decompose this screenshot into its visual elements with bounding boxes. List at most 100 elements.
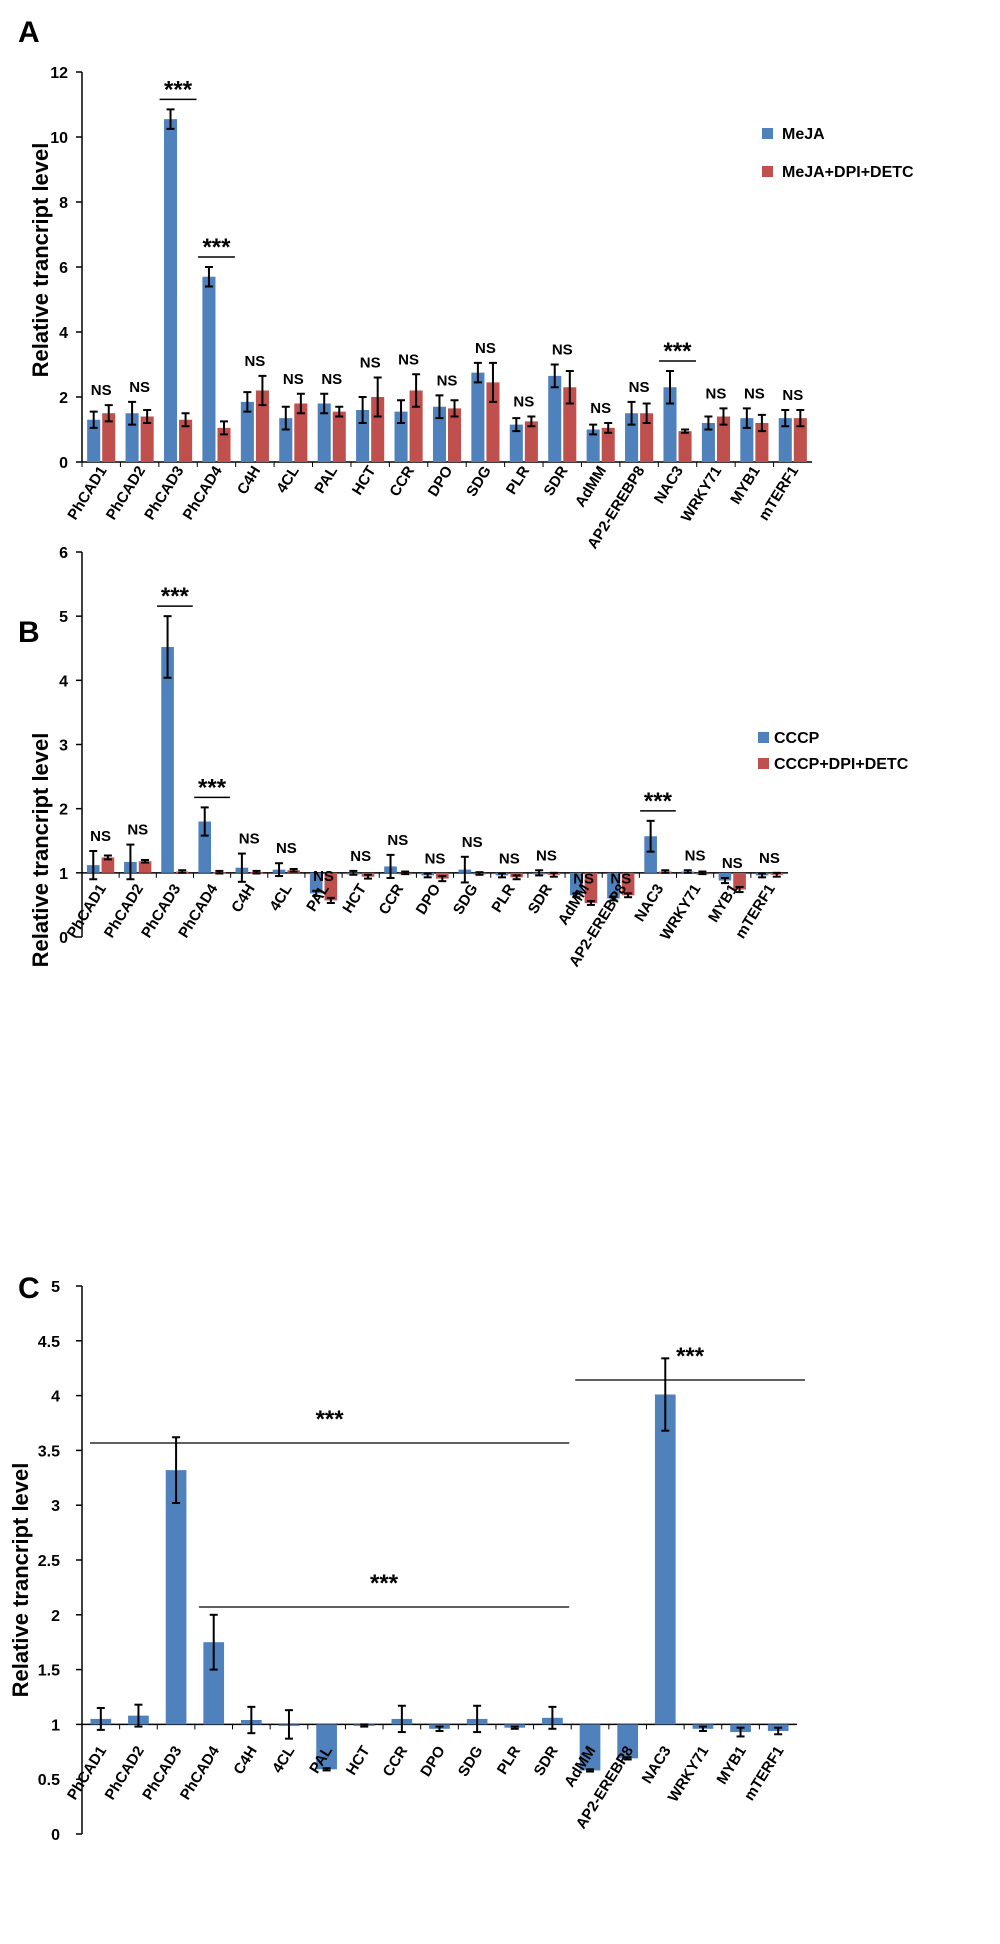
panel-a-ytick-label: 12 [50, 65, 68, 82]
panel-a-bar-meja-dpi-detc-mterf1 [793, 418, 807, 462]
panel-a-bar-meja-dpi-detc-nac3 [678, 431, 692, 462]
panel-b-sig-ns-4cl: NS [276, 840, 297, 857]
panel-a-bar-meja-dpi-detc-phcad2 [140, 416, 154, 462]
panel-c-xtick-label-myb1: MYB1 [713, 1743, 750, 1787]
panel-a-bar-meja-dpi-detc-phcad1 [102, 413, 116, 462]
panel-a-sig-ns-4cl: NS [283, 371, 304, 388]
panel-a-xtick-label-admm: AdMM [572, 463, 610, 510]
legend-swatch-meja [762, 128, 773, 139]
panel-a-bar-meja-dpi-detc-plr [524, 421, 538, 462]
panel-c-xtick-label-ccr: CCR [380, 1743, 412, 1780]
panel-a-bar-meja-c4h [240, 401, 254, 462]
panel-a-sig-ns-admm: NS [590, 400, 611, 417]
panel-a-sig-ns-ccr: NS [398, 351, 419, 368]
panel-c-xtick-label-sdr: SDR [531, 1743, 562, 1779]
panel-b-ytick-label: 3 [59, 738, 68, 755]
panel-b-xtick-label-sdr: SDR [525, 881, 556, 917]
panel-c-xtick-label-sdg: SDG [455, 1743, 487, 1780]
panel-c-ytick-label: 0 [51, 1827, 60, 1844]
panel-a-sig-ns-phcad1: NS [91, 382, 112, 399]
panel-b-ytick-label: 5 [59, 609, 68, 626]
legend-label-cccp-dpi-detc: CCCP+DPI+DETC [774, 756, 909, 773]
panel-a-xtick-label-sdg: SDG [463, 463, 495, 500]
panel-a-bar-meja-sdg [471, 372, 485, 462]
panel-a-ytick-label: 2 [59, 390, 68, 407]
panel-b-xtick-label-4cl: 4CL [266, 881, 295, 914]
panel-b-ytick-label: 1 [59, 866, 68, 883]
panel-b-xtick-label-sdg: SDG [450, 881, 482, 918]
panel-a-sig-ns-dpo: NS [437, 372, 458, 389]
panel-c-ytick-label: 4.5 [38, 1334, 60, 1351]
panel-c-ytick-label: 1 [51, 1717, 60, 1734]
panel-a-sig-ns-mterf1: NS [782, 387, 803, 404]
panel-c-xtick-label-plr: PLR [494, 1743, 524, 1778]
panel-a-bar-meja-phcad1 [87, 419, 101, 462]
panel-a-xtick-label-pal: PAL [311, 463, 341, 497]
panel-b-xtick-label-nac3: NAC3 [631, 881, 667, 925]
panel-a-sig-ns-hct: NS [360, 355, 381, 372]
panel-a-bar-meja-mterf1 [778, 418, 792, 462]
panel-b-bar-cccp-admm [569, 872, 583, 896]
panel-a-bar-meja-dpo [432, 406, 446, 462]
panel-b-sig-stars-nac3: *** [644, 788, 673, 815]
panel-c-group-sig-stars-3: *** [676, 1343, 705, 1370]
panel-c-ytick-label: 2 [51, 1608, 60, 1625]
panel-b-sig-ns-phcad2: NS [127, 822, 148, 839]
panel-b-bar-cccp-dpi-detc-ap2-erebp8 [621, 872, 635, 896]
panel-a-bar-meja-ccr [394, 411, 408, 462]
panel-b-sig-ns-myb1: NS [722, 855, 743, 872]
panel-b-bar-cccp-phcad4 [198, 821, 212, 873]
panel-b-letter: B [18, 616, 40, 649]
panel-a-sig-ns-sdg: NS [475, 340, 496, 357]
panel-b-sig-ns-pal: NS [313, 868, 334, 885]
legend-swatch-cccp [758, 732, 769, 743]
panel-a-ylabel: Relative trancript level [28, 143, 53, 378]
panel-c-ytick-label: 3 [51, 1498, 60, 1515]
panel-c-ytick-label: 0.5 [38, 1772, 60, 1789]
panel-a-bar-meja-admm [586, 429, 600, 462]
panel-b-sig-stars-phcad4: *** [198, 774, 227, 801]
panel-a-sig-ns-plr: NS [513, 394, 534, 411]
panel-b-bar-cccp-ap2-erebp8 [607, 872, 620, 899]
panel-b-legend: CCCP CCCP+DPI+DETC [758, 730, 909, 773]
panel-a-xtick-label-ccr: CCR [386, 463, 418, 500]
panel-b-sig-stars-phcad3: *** [161, 583, 190, 610]
panel-b-sig-ns-phcad1: NS [90, 828, 111, 845]
panel-b-ytick-label: 6 [59, 545, 68, 562]
panel-a-bar-meja-dpi-detc-admm [601, 427, 615, 462]
panel-a-legend: MeJA MeJA+DPI+DETC [762, 126, 914, 181]
panel-c-bar-value-pal [316, 1724, 337, 1770]
panel-c-bar-value-nac3 [654, 1394, 676, 1725]
panel-b-ytick-label: 2 [59, 802, 68, 819]
panel-a-xtick-label-4cl: 4CL [273, 463, 302, 496]
panel-c-xtick-label-hct: HCT [343, 1743, 374, 1778]
panel-b-xtick-label-c4h: C4H [228, 881, 258, 915]
panel-c-bar-value-phcad3 [165, 1470, 187, 1725]
legend-swatch-cccp-dpi-detc [758, 758, 769, 769]
panel-a-ytick-label: 10 [50, 130, 68, 147]
panel-a-bar-meja-dpi-detc-sdr [563, 387, 577, 462]
panel-c-ytick-label: 5 [51, 1279, 60, 1296]
panel-b-sig-ns-hct: NS [350, 848, 371, 865]
panel-a-bar-meja-dpi-detc-pal [332, 411, 346, 462]
panel-a-bar-meja-dpi-detc-4cl [294, 403, 308, 462]
panel-a-bar-meja-dpi-detc-hct [371, 397, 385, 462]
panel-a-sig-ns-myb1: NS [744, 385, 765, 402]
panel-c-ytick-label: 2.5 [38, 1553, 60, 1570]
panel-a-bar-meja-phcad3 [163, 119, 178, 462]
panel-a-bar-meja-dpi-detc-myb1 [755, 423, 769, 462]
panel-a-sig-stars-nac3: *** [664, 338, 693, 365]
panel-a-bar-meja-myb1 [740, 418, 754, 462]
panel-c-ytick-label: 3.5 [38, 1443, 60, 1460]
panel-a-sig-ns-pal: NS [321, 371, 342, 388]
panel-a-ytick-label: 6 [59, 260, 68, 277]
panel-c-plot: 00.511.522.533.544.55PhCAD1PhCAD2PhCAD3P… [38, 1279, 805, 1844]
panel-a-xtick-label-myb1: MYB1 [727, 463, 764, 507]
panel-c-letter: C [18, 1272, 40, 1305]
panel-b-sig-ns-plr: NS [499, 850, 520, 867]
panel-b-sig-ns-sdr: NS [536, 847, 557, 864]
panel-b-bar-cccp-dpi-detc-phcad2 [138, 861, 152, 873]
panel-b-sig-ns-c4h: NS [239, 831, 260, 848]
panel-a-xtick-label-c4h: C4H [234, 463, 264, 497]
